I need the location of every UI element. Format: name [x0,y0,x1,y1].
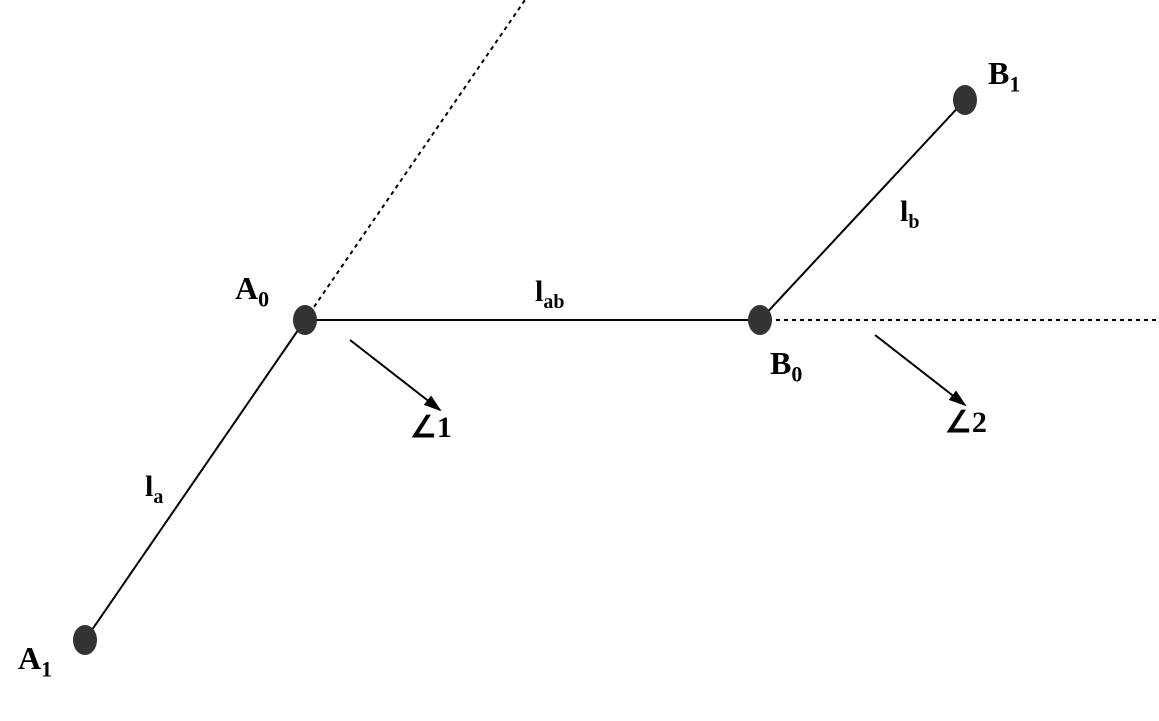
angle-2-arrow [875,335,965,405]
diagram-svg [0,0,1159,716]
label-a0: A0 [235,270,269,312]
label-angle-1: ∠1 [410,410,452,445]
edge-la [85,320,305,640]
node-b0 [748,305,772,335]
extension-a0-up [305,0,525,320]
geometry-diagram: A0 A1 B0 B1 la lb lab ∠1 ∠2 [0,0,1159,716]
angle-1-arrow [350,340,440,410]
edge-lb [760,100,965,320]
label-angle-2: ∠2 [945,405,987,440]
label-b1: B1 [988,55,1020,97]
label-lb: lb [900,195,919,234]
node-a0 [293,305,317,335]
label-lab: lab [535,275,564,314]
node-a1 [73,625,97,655]
label-a1: A1 [18,640,52,682]
node-b1 [953,85,977,115]
label-b0: B0 [770,345,802,387]
label-la: la [145,470,163,509]
